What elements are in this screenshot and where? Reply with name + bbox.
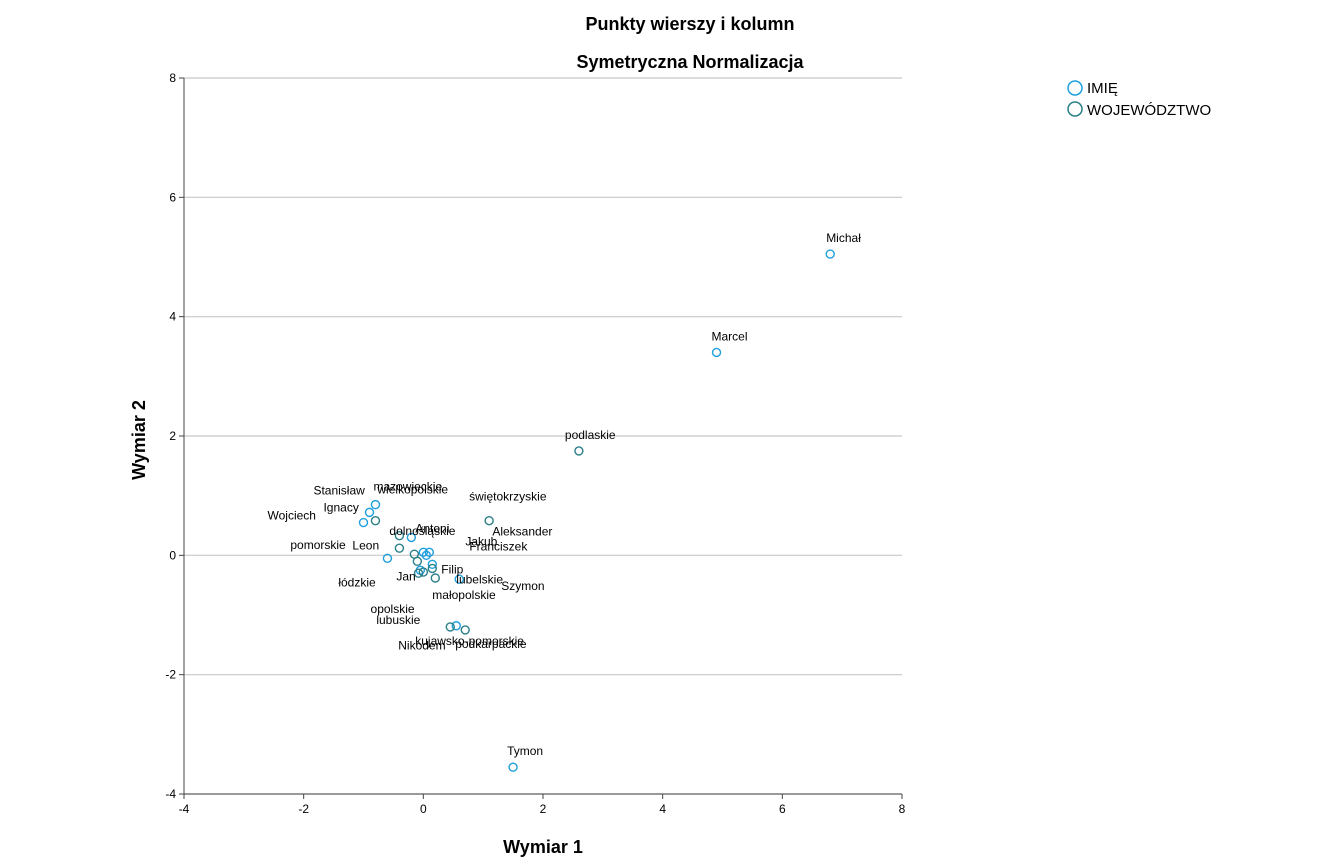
point-dolnośląskie	[394, 543, 405, 553]
x-tick-label: -4	[179, 802, 190, 816]
y-tick-label: 4	[169, 310, 176, 324]
y-tick-label: 8	[169, 71, 176, 85]
point-marcel	[711, 347, 722, 358]
point-aleksander	[418, 547, 429, 558]
point-label: Marcel	[712, 329, 748, 343]
point-label: podlaskie	[565, 428, 616, 442]
point-świętokrzyskie	[484, 516, 494, 526]
point-wielkopolskie	[394, 530, 405, 541]
legend-marker-imie	[1067, 80, 1083, 96]
point-label: podkarpackie	[455, 637, 527, 651]
point-label: wielkopolskie	[376, 483, 448, 497]
data-points	[358, 249, 835, 772]
point-łódzkie	[412, 556, 423, 566]
point-label: świętokrzyskie	[469, 490, 547, 504]
point-lubuskie	[418, 567, 429, 577]
y-tick-label: -4	[165, 787, 176, 801]
point-label: opolskie	[371, 602, 415, 616]
point-franciszek	[421, 550, 432, 561]
point-label: Leon	[352, 538, 379, 552]
x-axis-ticks: -4 -2 0 2 4 6 8	[179, 794, 906, 816]
x-axis-title: Wymiar 1	[503, 837, 583, 857]
point-kujawsko-pomorskie	[445, 622, 455, 632]
point-stanisław	[370, 499, 381, 510]
point-małopolskie	[430, 573, 440, 583]
point-label: małopolskie	[432, 588, 496, 602]
point-label: Antoni	[415, 521, 449, 535]
y-tick-label: -2	[165, 668, 176, 682]
legend: IMIĘ WOJEWÓDZTWO	[1067, 80, 1211, 119]
point-michał	[825, 249, 835, 259]
point-label: Aleksander	[492, 524, 552, 538]
point-lubelskie	[427, 563, 438, 574]
point-label: lubuskie	[376, 613, 420, 627]
point-ignacy	[364, 507, 375, 518]
point-labels: Michał Marcel Tymon Wojciech Ignacy Stanisław…	[268, 231, 862, 758]
point-label: Nikodem	[398, 639, 445, 653]
point-podkarpackie	[460, 625, 470, 635]
point-label: Ignacy	[323, 500, 358, 514]
point-label: Jakub	[465, 534, 497, 548]
chart-title: Punkty wierszy i kolumn	[585, 14, 794, 34]
point-podlaskie	[574, 446, 584, 456]
point-nikodem	[451, 621, 461, 631]
point-opolskie	[413, 568, 424, 578]
x-tick-label: -2	[298, 802, 309, 816]
legend-label-wojewodztwo: WOJEWÓDZTWO	[1087, 102, 1211, 119]
point-label: mazowieckie	[373, 480, 442, 494]
x-tick-label: 8	[899, 802, 906, 816]
point-label: Filip	[441, 562, 463, 576]
x-tick-label: 2	[540, 802, 547, 816]
y-tick-label: 2	[169, 429, 176, 443]
gridlines	[184, 77, 902, 795]
y-axis-ticks: -4 -2 0 2 4 6 8	[165, 71, 184, 801]
point-label: kujawsko-pomorskie	[415, 634, 524, 648]
point-leon	[382, 553, 393, 564]
point-wojciech	[358, 517, 369, 528]
point-label: Stanisław	[313, 484, 365, 498]
legend-label-imie: IMIĘ	[1087, 80, 1118, 97]
x-tick-label: 4	[659, 802, 666, 816]
point-label: pomorskie	[290, 538, 346, 552]
y-tick-label: 0	[169, 548, 176, 562]
y-axis-title: Wymiar 2	[129, 400, 149, 480]
point-label: Michał	[826, 231, 861, 245]
x-tick-label: 0	[420, 802, 427, 816]
x-tick-label: 6	[779, 802, 786, 816]
point-label: lubelskie	[456, 572, 503, 586]
point-label: Jan	[396, 569, 415, 583]
point-szymon	[454, 574, 464, 584]
legend-marker-wojewodztwo	[1067, 101, 1083, 117]
point-label: Wojciech	[268, 509, 316, 523]
point-label: łódzkie	[338, 575, 376, 589]
point-filip	[427, 559, 438, 569]
point-label: Tymon	[507, 744, 543, 758]
chart-subtitle: Symetryczna Normalizacja	[576, 52, 804, 72]
point-antoni	[406, 532, 417, 543]
point-label: dolnośląskie	[389, 524, 455, 538]
point-mazowieckie	[370, 516, 381, 526]
point-label: Franciszek	[469, 539, 528, 553]
y-tick-label: 6	[169, 190, 176, 204]
point-tymon	[508, 762, 518, 772]
point-label: Szymon	[501, 579, 544, 593]
point-jakub	[424, 547, 435, 558]
